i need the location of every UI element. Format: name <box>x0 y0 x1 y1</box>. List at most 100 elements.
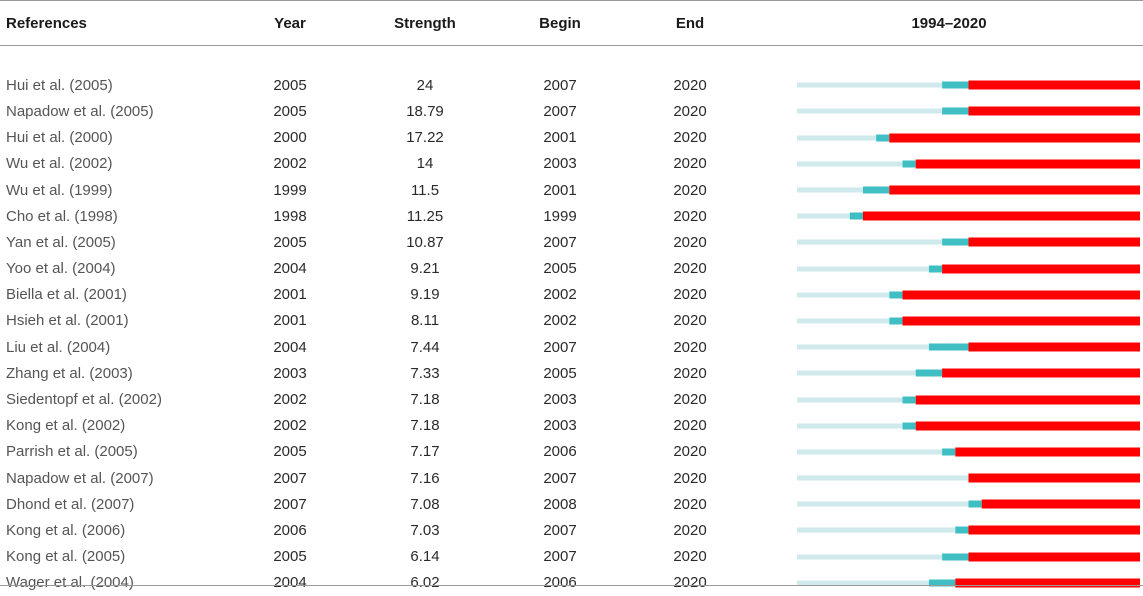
table-row: Dhond et al. (2007) 2007 7.08 2008 2020 <box>0 491 1143 517</box>
pre-publication-segment <box>797 423 903 429</box>
reference-cell: Liu et al. (2004) <box>6 338 111 356</box>
pre-publication-segment <box>797 554 943 560</box>
begin-cell: 2007 <box>543 102 577 120</box>
burst-timeline <box>797 395 1140 405</box>
cited-segment <box>902 396 916 404</box>
year-cell: 2005 <box>273 443 307 461</box>
burst-timeline <box>797 368 1140 378</box>
burst-timeline <box>797 316 1140 326</box>
year-cell: 2002 <box>273 391 307 409</box>
table-row: Kong et al. (2002) 2002 7.18 2003 2020 <box>0 413 1143 439</box>
timeline-cell <box>755 125 1143 151</box>
burst-segment <box>968 342 1140 352</box>
timeline-cell <box>755 308 1143 334</box>
header-year: Year <box>225 0 355 46</box>
burst-timeline <box>797 237 1140 247</box>
timeline-cell <box>755 439 1143 465</box>
burst-segment <box>968 525 1140 535</box>
end-cell: 2020 <box>673 521 707 539</box>
year-cell: 2002 <box>273 155 307 173</box>
strength-cell: 14 <box>416 155 434 173</box>
strength-cell: 11.5 <box>410 181 440 199</box>
timeline-cell <box>755 151 1143 177</box>
pre-publication-segment <box>797 213 850 219</box>
year-cell: 2005 <box>273 233 307 251</box>
cited-segment <box>876 134 890 142</box>
end-cell: 2020 <box>673 312 707 330</box>
pre-publication-segment <box>797 161 903 167</box>
year-cell: 2006 <box>273 521 307 539</box>
table-row: Wu et al. (1999) 1999 11.5 2001 2020 <box>0 177 1143 203</box>
timeline-cell <box>755 203 1143 229</box>
header-begin: Begin <box>495 0 625 46</box>
cited-segment <box>942 238 969 246</box>
begin-cell: 2007 <box>543 548 577 566</box>
reference-cell: Zhang et al. (2003) <box>6 364 133 382</box>
table-row: Napadow et al. (2007) 2007 7.16 2007 2020 <box>0 465 1143 491</box>
cited-segment <box>889 291 903 299</box>
end-cell: 2020 <box>673 76 707 94</box>
begin-cell: 2005 <box>543 364 577 382</box>
burst-timeline <box>797 499 1140 509</box>
cited-segment <box>968 500 982 508</box>
header-timeline-range: 1994–2020 <box>755 0 1143 46</box>
timeline-cell <box>755 517 1143 543</box>
timeline-cell <box>755 465 1143 491</box>
reference-cell: Yoo et al. (2004) <box>6 260 116 278</box>
cited-segment <box>955 526 969 534</box>
begin-cell: 2007 <box>543 469 577 487</box>
table-row: Wager et al. (2004) 2004 6.02 2006 2020 <box>0 570 1143 596</box>
pre-publication-segment <box>797 501 969 507</box>
year-cell: 2002 <box>273 417 307 435</box>
burst-segment <box>981 499 1140 509</box>
end-cell: 2020 <box>673 181 707 199</box>
cited-segment <box>902 160 916 168</box>
cited-segment <box>849 212 863 220</box>
cited-segment <box>889 317 903 325</box>
reference-cell: Hui et al. (2005) <box>6 76 113 94</box>
table-row: Napadow et al. (2005) 2005 18.79 2007 2020 <box>0 98 1143 124</box>
strength-cell: 8.11 <box>410 312 440 330</box>
strength-cell: 9.19 <box>410 286 440 304</box>
pre-publication-segment <box>797 292 890 298</box>
year-cell: 2004 <box>273 574 307 592</box>
end-cell: 2020 <box>673 129 707 147</box>
cited-segment <box>915 369 943 377</box>
header-references: References <box>0 0 225 46</box>
burst-timeline <box>797 525 1140 535</box>
table-row: Yoo et al. (2004) 2004 9.21 2005 2020 <box>0 256 1143 282</box>
cited-segment <box>942 81 969 89</box>
reference-cell: Kong et al. (2006) <box>6 521 126 539</box>
strength-cell: 7.03 <box>410 521 440 539</box>
burst-segment <box>889 133 1140 143</box>
begin-cell: 2006 <box>543 574 577 592</box>
timeline-cell <box>755 256 1143 282</box>
reference-cell: Kong et al. (2002) <box>6 417 126 435</box>
table-body: Hui et al. (2005) 2005 24 2007 2020 Napadow e… <box>0 46 1143 596</box>
begin-cell: 1999 <box>543 207 577 225</box>
burst-timeline <box>797 342 1140 352</box>
reference-cell: Hui et al. (2000) <box>6 129 113 147</box>
pre-publication-segment <box>797 135 877 141</box>
burst-timeline <box>797 106 1140 116</box>
burst-timeline <box>797 133 1140 143</box>
year-cell: 1998 <box>273 207 307 225</box>
table-row: Kong et al. (2005) 2005 6.14 2007 2020 <box>0 544 1143 570</box>
burst-segment <box>889 185 1140 195</box>
timeline-cell <box>755 98 1143 124</box>
cited-segment <box>942 107 969 115</box>
begin-cell: 2007 <box>543 338 577 356</box>
header-row: References Year Strength Begin End 1994–… <box>0 0 1143 46</box>
header-end: End <box>625 0 755 46</box>
table-row: Wu et al. (2002) 2002 14 2003 2020 <box>0 151 1143 177</box>
begin-cell: 2005 <box>543 260 577 278</box>
burst-timeline <box>797 290 1140 300</box>
strength-cell: 11.25 <box>406 207 444 225</box>
end-cell: 2020 <box>673 443 707 461</box>
reference-cell: Yan et al. (2005) <box>6 233 116 251</box>
end-cell: 2020 <box>673 469 707 487</box>
year-cell: 2003 <box>273 364 307 382</box>
end-cell: 2020 <box>673 260 707 278</box>
